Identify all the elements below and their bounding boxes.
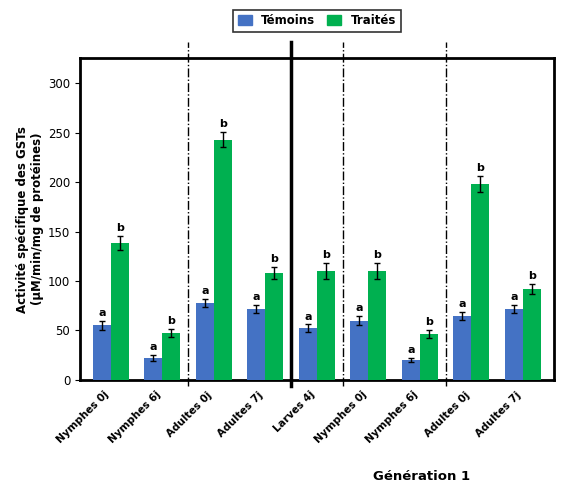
- Text: a: a: [252, 292, 260, 302]
- Legend: Témoins, Traités: Témoins, Traités: [233, 10, 401, 32]
- Text: b: b: [322, 250, 330, 260]
- Text: b: b: [373, 250, 381, 260]
- Text: b: b: [167, 317, 175, 326]
- Bar: [214, 140, 232, 380]
- Text: a: a: [304, 312, 312, 321]
- Bar: [247, 309, 266, 380]
- Bar: [472, 184, 489, 380]
- Y-axis label: Activité spécifique des GSTs
(µM/min/mg de protéines): Activité spécifique des GSTs (µM/min/mg …: [16, 126, 44, 313]
- Text: b: b: [528, 271, 536, 281]
- Bar: [111, 244, 129, 380]
- Bar: [505, 309, 523, 380]
- Bar: [162, 334, 180, 380]
- Text: a: a: [510, 292, 518, 302]
- Bar: [351, 320, 368, 380]
- Text: b: b: [425, 318, 433, 327]
- Bar: [368, 271, 387, 380]
- Bar: [317, 271, 335, 380]
- Text: b: b: [271, 254, 278, 264]
- Bar: [299, 328, 317, 380]
- Text: Génération 1: Génération 1: [373, 470, 470, 483]
- Bar: [402, 360, 420, 380]
- Bar: [453, 316, 472, 380]
- Bar: [196, 303, 214, 380]
- Bar: [93, 325, 111, 380]
- Bar: [144, 358, 162, 380]
- Text: b: b: [477, 163, 484, 173]
- Text: a: a: [201, 286, 208, 296]
- Text: a: a: [356, 302, 363, 313]
- Bar: [266, 273, 283, 380]
- Text: a: a: [150, 342, 157, 352]
- Bar: [420, 335, 438, 380]
- Bar: [523, 289, 541, 380]
- Text: b: b: [116, 224, 124, 233]
- Text: b: b: [219, 119, 227, 129]
- Text: a: a: [459, 299, 466, 309]
- Text: a: a: [407, 345, 415, 355]
- Text: a: a: [98, 308, 106, 318]
